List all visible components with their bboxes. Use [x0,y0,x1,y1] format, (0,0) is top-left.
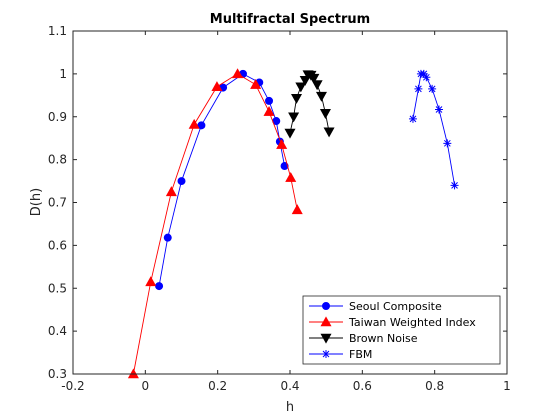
legend: Seoul Composite Taiwan Weighted Index Brow… [302,295,501,365]
legend-marker-1 [320,316,332,327]
series-3-point-6 [435,105,444,114]
legend-marker-2 [320,333,332,344]
series-3-point-0 [408,114,417,123]
series-0-point-2 [177,177,186,186]
series-0-point-10 [280,162,289,171]
series-0-point-0 [155,282,164,291]
chart-title: Multifractal Spectrum [210,12,370,27]
series-1-point-7 [263,105,275,116]
series-2-point-0 [284,128,296,139]
y-tick-label-0: 0.3 [48,367,67,381]
series-2-point-8 [311,80,323,91]
series-1-point-9 [285,172,297,182]
series-1-point-1 [145,276,157,287]
legend-label-1: Taiwan Weighted Index [348,316,476,329]
series-3-point-5 [428,84,437,93]
series-3-point-1 [414,84,423,93]
x-tick-label-6: 1 [503,379,511,393]
y-tick-label-1: 0.4 [48,324,67,338]
series-2-point-3 [295,82,307,93]
x-tick-label-5: 0.8 [425,379,444,393]
y-tick-label-5: 0.8 [48,153,67,167]
y-tick-label-3: 0.6 [48,238,67,252]
x-axis-label: h [286,400,294,415]
legend-label-3: FBM [349,348,372,361]
series-1-point-10 [291,204,303,215]
series-0-point-3 [197,121,206,130]
series-2-point-10 [319,109,331,119]
series-1-point-2 [165,186,177,197]
y-tick-label-6: 0.9 [48,110,67,124]
series-1-point-4 [211,81,223,92]
y-axis-label: D(h) [29,188,44,216]
y-tick-label-7: 1 [59,67,67,81]
series-0 [155,69,289,291]
legend-label-0: Seoul Composite [349,300,442,313]
series-2 [284,70,335,139]
y-tick-label-8: 1.1 [48,24,67,38]
legend-marker-3 [322,350,330,358]
series-1 [127,68,303,379]
x-tick-label-0: -0.2 [61,379,84,393]
series-2-point-2 [291,94,303,104]
series-1-point-3 [188,118,200,129]
series-3-point-4 [422,73,431,82]
x-tick-label-1: 0 [142,379,150,393]
x-tick-label-4: 0.6 [353,379,372,393]
y-tick-label-4: 0.7 [48,196,67,210]
series-1-point-5 [232,68,244,79]
series-2-point-1 [288,112,300,123]
legend-label-2: Brown Noise [349,332,418,345]
series-3 [408,69,459,190]
series-3-point-8 [450,181,459,190]
x-tick-label-2: 0.2 [208,379,227,393]
series-2-point-9 [315,91,327,102]
series-3-point-3 [419,69,428,78]
plot-frame [72,30,508,375]
series-0-point-7 [265,96,274,105]
series-3-point-7 [443,139,452,148]
series-1-point-6 [250,78,262,89]
legend-box [302,295,501,365]
series-1-point-8 [276,139,288,149]
axes: -0.2 0 0.2 0.4 0.6 0.8 1 0.3 0.4 0.5 0.6 0.7 0.8 0.9 1… [48,24,511,393]
series-2-point-7 [308,73,320,84]
legend-marker-0 [321,301,330,310]
x-tick-label-3: 0.4 [280,379,299,393]
series-2-point-11 [323,127,335,138]
y-tick-label-2: 0.5 [48,281,67,295]
series-0-point-1 [163,233,172,242]
series-layer [127,68,459,379]
